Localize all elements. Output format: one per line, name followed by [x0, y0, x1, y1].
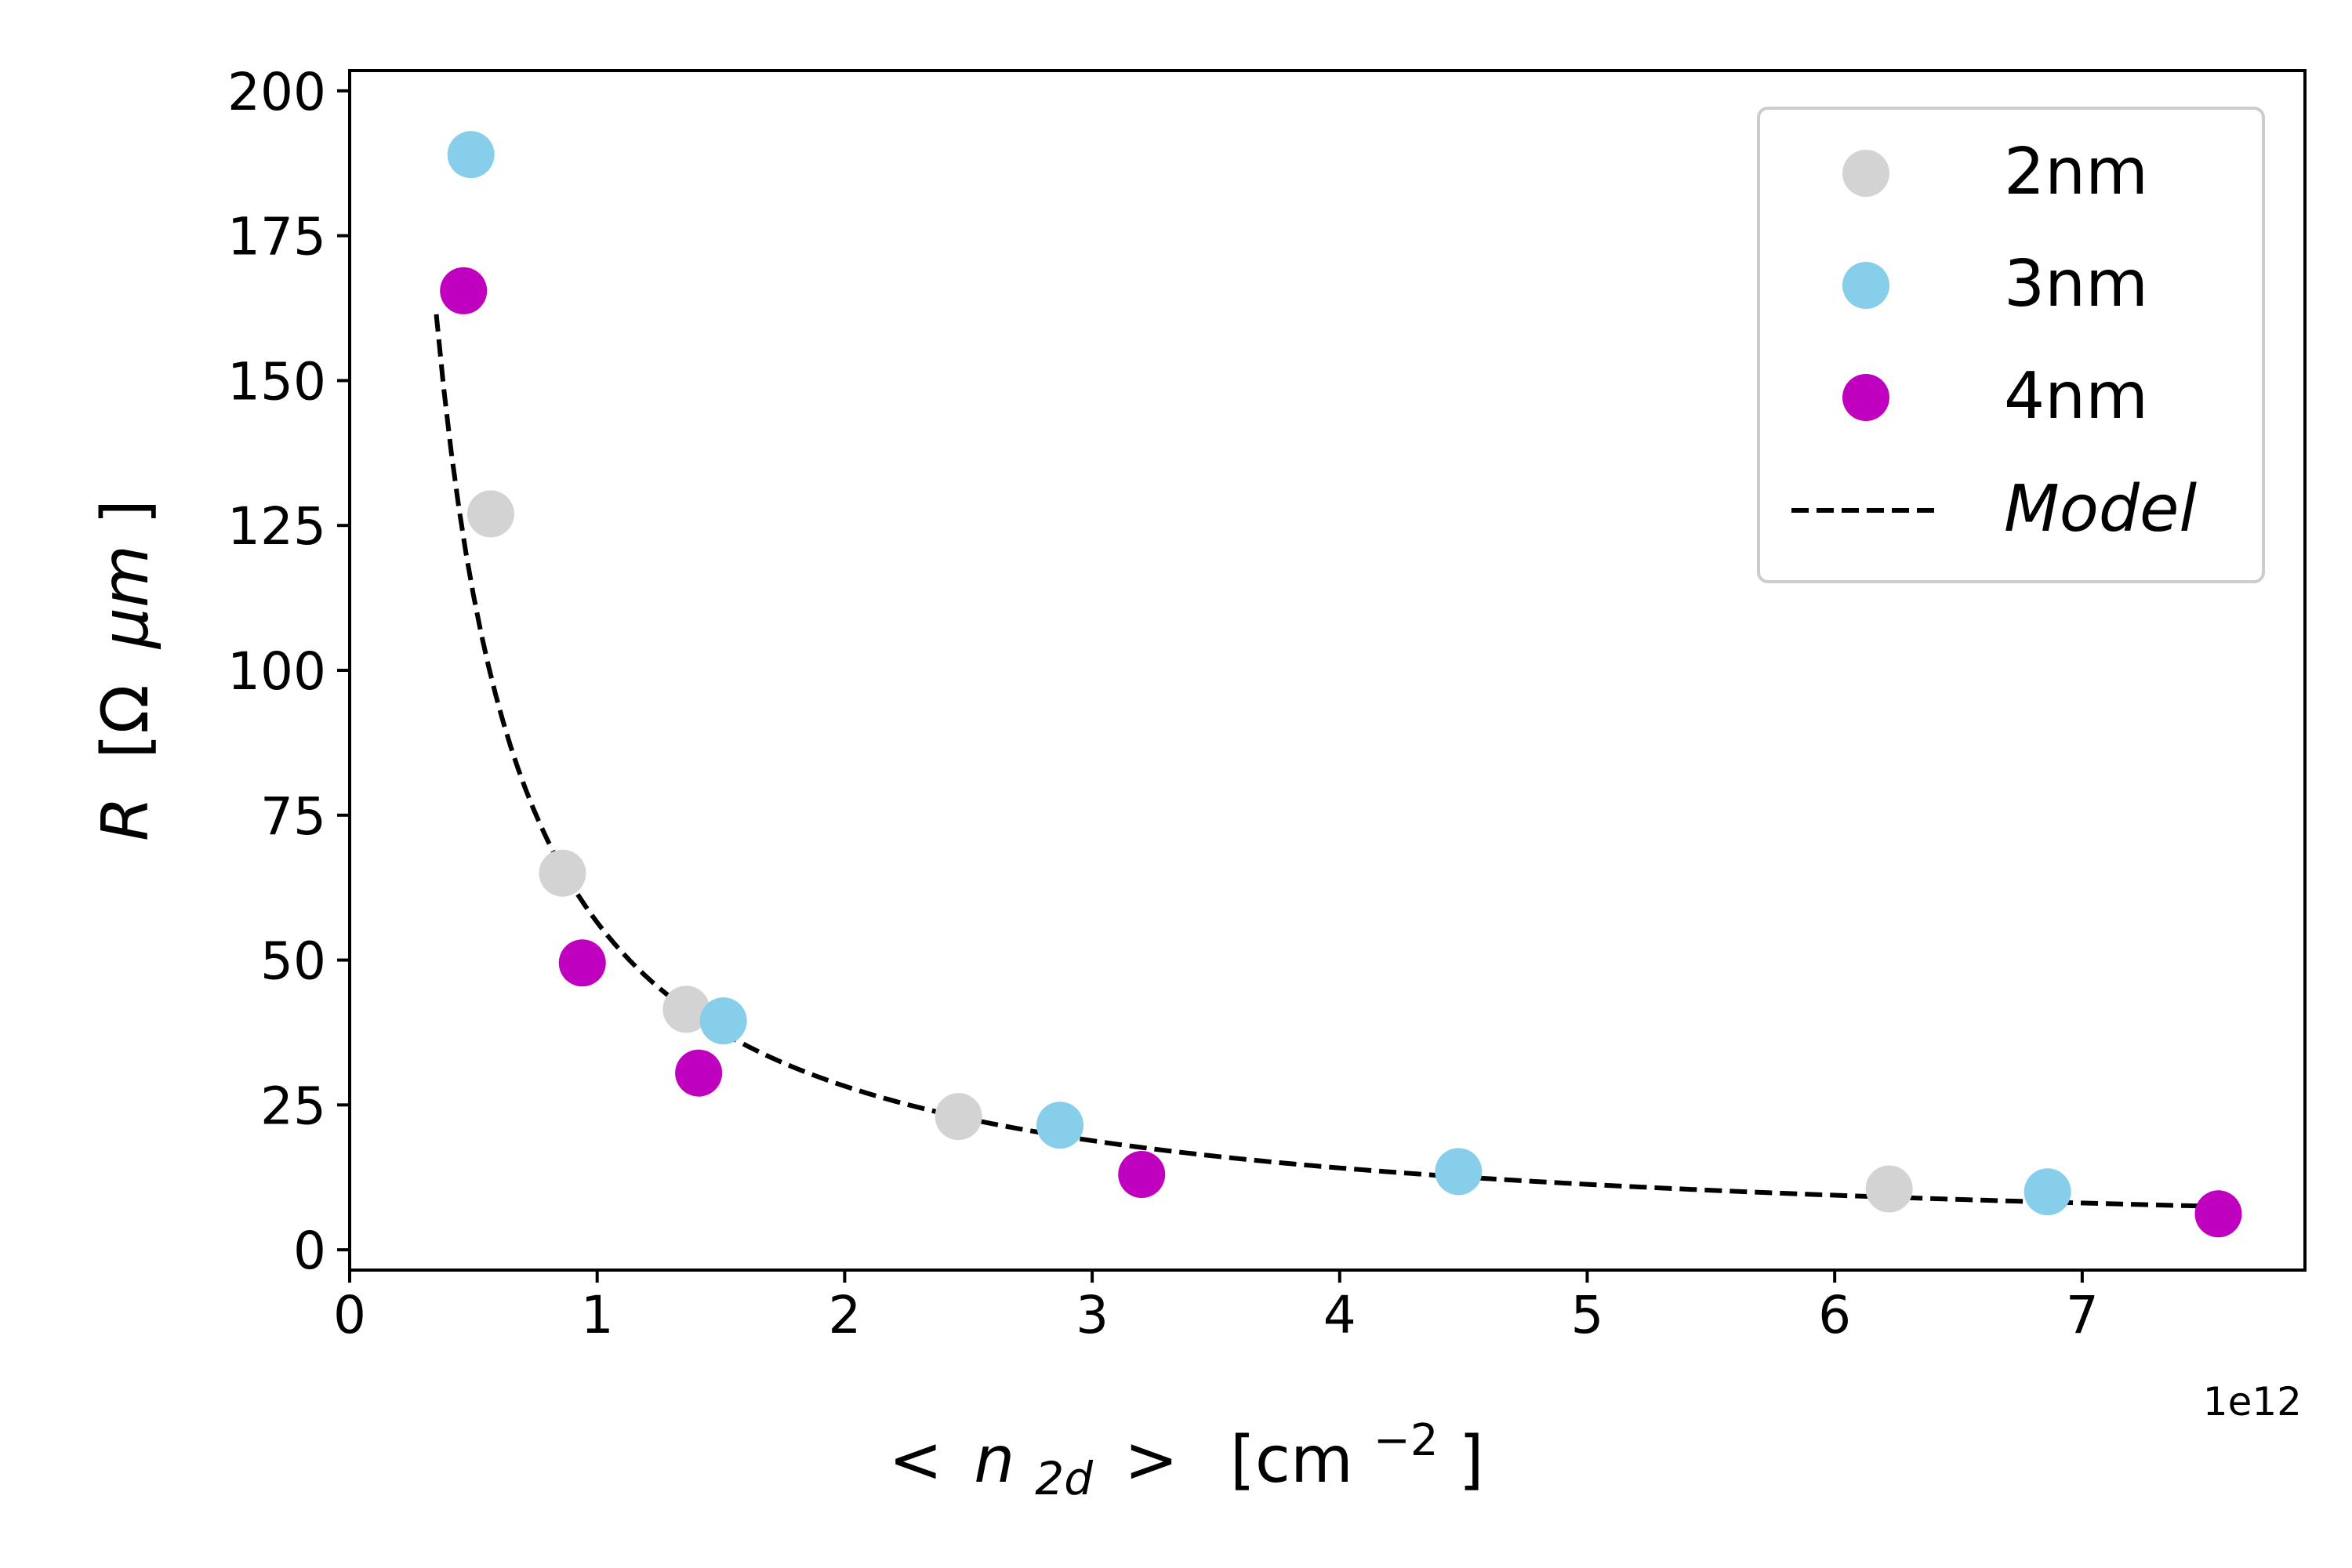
series-4nm: [440, 267, 2242, 1238]
y-tick-label: 75: [260, 786, 326, 847]
x-tick-label: 2: [828, 1285, 861, 1345]
y-tick-label: 200: [227, 62, 326, 122]
y-tick-label: 125: [227, 496, 326, 557]
point-4nm: [558, 939, 606, 987]
point-3nm: [447, 131, 495, 179]
legend-marker-3nm: [1842, 262, 1889, 309]
series-3nm: [447, 131, 2071, 1216]
y-axis-label-unit: [Ω: [89, 684, 163, 759]
x-tick-label: 7: [2066, 1285, 2099, 1345]
point-2nm: [935, 1093, 982, 1141]
legend: 2nm 3nm 4nm Model: [1757, 107, 2265, 583]
point-3nm: [2024, 1168, 2071, 1216]
point-4nm: [440, 267, 488, 314]
x-axis-label-variable: n: [974, 1423, 1014, 1497]
point-4nm: [1118, 1151, 1166, 1199]
legend-label-2nm: 2nm: [2004, 135, 2148, 209]
y-tick-label: 100: [227, 641, 326, 702]
point-2nm: [466, 490, 514, 538]
point-3nm: [1435, 1148, 1483, 1196]
x-offset-label: 1e12: [2203, 1379, 2302, 1425]
x-axis-label-close: >: [1124, 1423, 1178, 1497]
x-axis-label-open: <: [888, 1423, 942, 1497]
point-2nm: [1865, 1165, 1913, 1213]
point-3nm: [699, 997, 747, 1045]
x-tick-label: 3: [1076, 1285, 1109, 1345]
x-axis-label-unit-end: ]: [1459, 1423, 1484, 1497]
y-axis-label-unit-end: ]: [89, 499, 163, 524]
x-tick-label: 4: [1323, 1285, 1356, 1345]
x-axis-label-unit-exponent: −2: [1374, 1415, 1439, 1466]
legend-marker-2nm: [1842, 150, 1889, 197]
legend-label-3nm: 3nm: [2004, 247, 2148, 321]
y-tick-label: 175: [227, 207, 326, 267]
series-2nm: [466, 490, 1913, 1213]
axes: 0 1 2 3 4 5 6 7 0 25 50 75 100 125 150 175 200: [227, 62, 2307, 1345]
point-4nm: [675, 1049, 723, 1097]
y-tick-label: 25: [260, 1076, 326, 1136]
legend-marker-4nm: [1842, 374, 1889, 421]
x-axis-label-unit: [cm: [1230, 1423, 1353, 1497]
point-4nm: [2194, 1190, 2242, 1238]
y-tick-label: 150: [227, 351, 326, 412]
y-axis-label-variable: R: [89, 797, 163, 841]
point-2nm: [662, 985, 710, 1033]
plot-area: [434, 131, 2242, 1238]
x-tick-label: 6: [1818, 1285, 1851, 1345]
point-2nm: [539, 849, 586, 897]
x-tick-label: 5: [1570, 1285, 1603, 1345]
point-3nm: [1036, 1102, 1084, 1149]
y-axis-label-unit-variable: μm: [89, 545, 163, 650]
y-axis-label: R [Ω μm ]: [89, 499, 163, 841]
x-tick-label: 1: [581, 1285, 614, 1345]
y-tick-label: 50: [260, 931, 326, 992]
legend-label-4nm: 4nm: [2004, 359, 2148, 434]
legend-label-model: Model: [2004, 472, 2197, 546]
legend-frame: [1757, 107, 2265, 583]
x-tick-label: 0: [333, 1285, 366, 1345]
x-axis-label: < n 2d > [cm −2 ]: [888, 1396, 1483, 1510]
y-tick-label: 0: [293, 1221, 326, 1281]
x-axis-label-subscript: 2d: [1035, 1452, 1094, 1505]
